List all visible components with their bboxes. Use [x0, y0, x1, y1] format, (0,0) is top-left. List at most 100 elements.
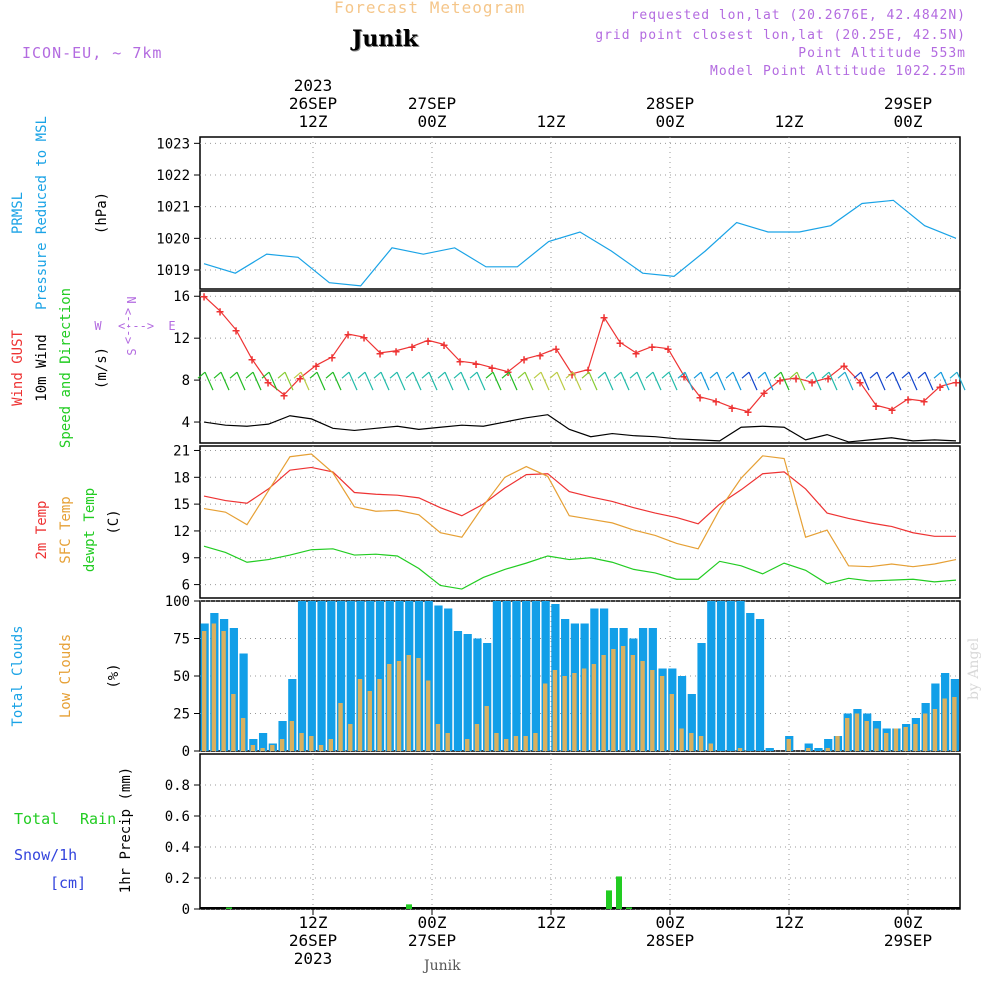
low-cloud-bar [581, 668, 587, 751]
total-cloud-bar [327, 601, 336, 751]
pressure-tick-label: 1019 [156, 263, 190, 279]
top-time-label: 12Z [537, 112, 566, 131]
total-cloud-bar [434, 605, 443, 751]
cloud-tick-label: 50 [173, 669, 190, 685]
precip-tick-label: 0.4 [165, 840, 190, 856]
gust-marker: + [216, 305, 224, 320]
low-cloud-bar [523, 736, 528, 751]
wind-barb-flag [693, 371, 702, 379]
wind-barb [316, 371, 326, 391]
low-cloud-bar [338, 703, 343, 751]
precip-tick-label: 0.2 [165, 871, 190, 887]
precip-snow-label: Snow/1h [14, 846, 77, 864]
wind-barb [508, 371, 518, 391]
total-cloud-bar [697, 643, 706, 751]
total-cloud-bar [346, 601, 355, 751]
low-cloud-bar [435, 724, 441, 751]
bottom-time-label: 12Z [537, 913, 566, 932]
low-cloud-bar [708, 743, 713, 751]
low-cloud-bar [806, 748, 811, 751]
wind-barb-flag [245, 371, 254, 379]
gust-marker: + [568, 368, 576, 383]
wind-barb-flag [661, 371, 670, 379]
gust-marker: + [648, 341, 656, 356]
low-cloud-bar [552, 670, 558, 751]
low-cloud-bar [689, 733, 694, 751]
gust-marker: + [440, 338, 448, 353]
wind-barb [524, 371, 534, 391]
rain-bar [406, 904, 412, 909]
rain-bar [616, 876, 622, 909]
wind-barb-flag [533, 371, 542, 379]
total-cloud-bar [716, 601, 726, 751]
low-cloud-bar [406, 655, 411, 751]
top-time-label: 12Z [299, 112, 328, 131]
wind-barb-flag [885, 371, 894, 379]
gust-marker: + [344, 328, 352, 343]
gust-line [203, 295, 957, 413]
wind-tick-label: 8 [182, 373, 190, 389]
low-cloud-bar [240, 718, 246, 751]
low-cloud-bar [698, 736, 704, 751]
wind-barb [492, 371, 502, 391]
wind-barb-flag [597, 371, 606, 379]
dew-line [203, 545, 957, 590]
low-cloud-bar [922, 713, 928, 751]
pressure-frame [199, 136, 961, 290]
wind-10m-label: 10m Wind [34, 334, 50, 401]
gust-marker: + [328, 351, 336, 366]
wind-barb-flag [757, 371, 766, 379]
wind-barb-flag [725, 371, 734, 379]
wind-barb-flag [517, 371, 526, 379]
low-cloud-bar [542, 683, 548, 751]
total-cloud-bar [278, 721, 287, 751]
temp-tick-label: 12 [173, 524, 190, 540]
total-cloud-bar [522, 601, 531, 751]
gust-marker: + [296, 372, 304, 387]
wind-barb [204, 371, 214, 391]
gust-marker: + [936, 380, 944, 395]
low-cloud-bar [874, 728, 879, 751]
low-cloud-bar [494, 733, 499, 751]
wind-barb [220, 371, 230, 391]
wind-barb-flag [709, 371, 718, 379]
wind-barb-flag [405, 371, 414, 379]
low-cloud-bar [737, 748, 743, 751]
precip-total-label: Total [14, 810, 59, 828]
wind-barb [348, 371, 358, 391]
gust-marker: + [888, 403, 896, 418]
precip-frame [199, 753, 961, 910]
gust-marker: + [680, 370, 688, 385]
wind-barb [332, 371, 342, 391]
gust-marker: + [712, 395, 720, 410]
prmsl-desc-label: Pressure Reduced to MSL [34, 116, 50, 310]
low-cloud-bar [611, 649, 616, 751]
wind-barb-flag [197, 371, 206, 379]
total-cloud-bar [746, 613, 755, 751]
low-cloud-bar [211, 623, 217, 751]
gust-marker: + [808, 376, 816, 391]
wind-barb-flag [293, 371, 302, 379]
total-cloud-bar [687, 694, 696, 751]
low-cloud-bar [270, 745, 275, 751]
wind-barb-flag [277, 371, 286, 379]
total-cloud-bar [804, 743, 813, 751]
low-cloud-bar [260, 748, 265, 751]
gust-marker: + [264, 376, 272, 391]
gust-marker: + [424, 334, 432, 349]
wind-barb-flag [581, 371, 590, 379]
wind-barb [428, 371, 438, 391]
low-cloud-bar [932, 709, 938, 751]
total-cloud-bar [297, 601, 307, 751]
gust-marker: + [616, 336, 624, 351]
bottom-time-label: 00Z [418, 913, 447, 932]
low-cloud-bar [884, 733, 889, 751]
wind-barb-flag [837, 371, 846, 379]
temp-unit-label: (C) [106, 509, 122, 534]
wind-barb-flag [949, 371, 958, 379]
low-cloud-bar [250, 745, 256, 751]
wind-barb-flag [309, 371, 318, 379]
low-cloud-bar [279, 739, 285, 751]
low-cloud-bar [786, 739, 791, 751]
gust-marker: + [904, 393, 912, 408]
